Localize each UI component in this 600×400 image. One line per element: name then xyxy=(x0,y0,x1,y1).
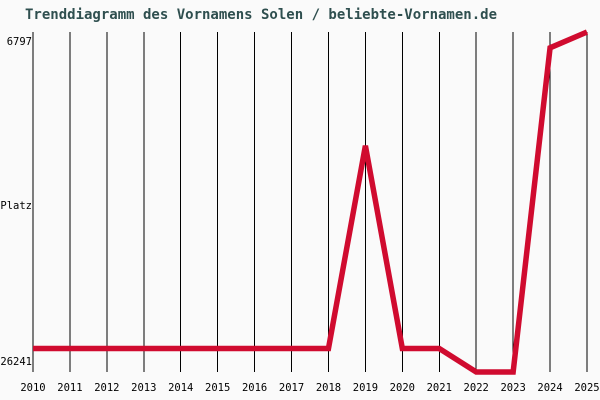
y-axis-title: Platz xyxy=(0,200,32,212)
x-tick-2019: 2019 xyxy=(353,382,378,394)
x-tick-2013: 2013 xyxy=(131,382,156,394)
x-tick-2015: 2015 xyxy=(205,382,230,394)
x-tick-2020: 2020 xyxy=(390,382,415,394)
x-tick-2014: 2014 xyxy=(168,382,193,394)
y-axis-top-tick: 6797 xyxy=(6,36,32,48)
x-tick-2025: 2025 xyxy=(574,382,599,394)
x-tick-2023: 2023 xyxy=(500,382,525,394)
x-tick-2016: 2016 xyxy=(242,382,267,394)
trend-line-solen xyxy=(33,29,589,375)
y-axis-bottom-tick: 26241 xyxy=(0,356,32,368)
x-tick-2017: 2017 xyxy=(279,382,304,394)
x-tick-2018: 2018 xyxy=(316,382,341,394)
x-tick-2024: 2024 xyxy=(537,382,562,394)
x-tick-2010: 2010 xyxy=(20,382,45,394)
chart-title: Trenddiagramm des Vornamens Solen / beli… xyxy=(25,7,498,23)
x-tick-2012: 2012 xyxy=(94,382,119,394)
x-tick-2021: 2021 xyxy=(427,382,452,394)
x-tick-2022: 2022 xyxy=(464,382,489,394)
x-tick-2011: 2011 xyxy=(57,382,82,394)
